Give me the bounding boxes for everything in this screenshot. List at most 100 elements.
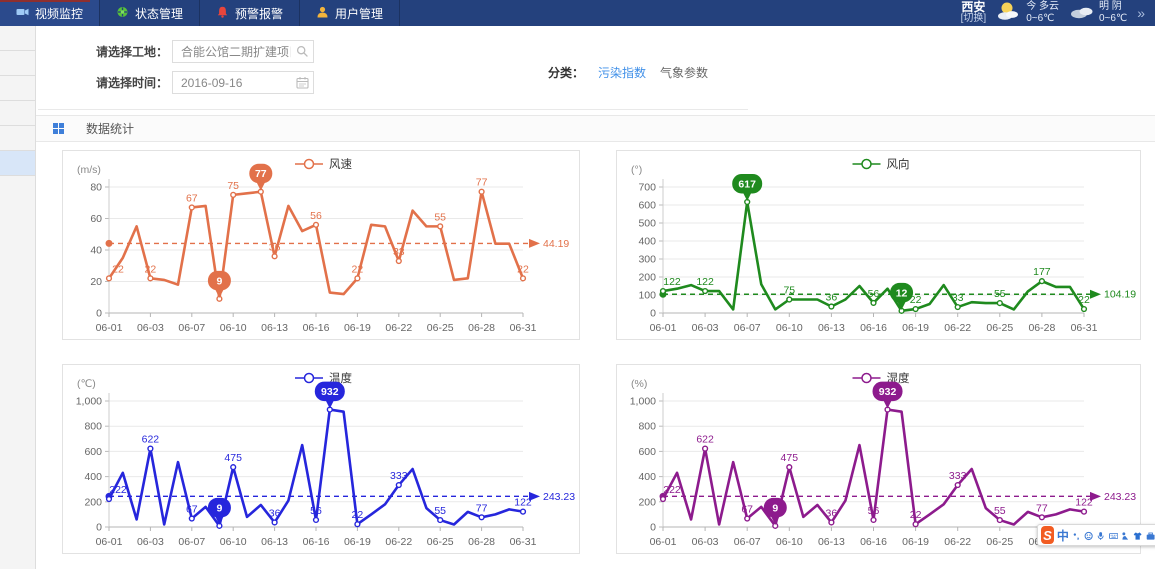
ime-toolbar: S 中 xyxy=(1037,524,1155,546)
main-content: 请选择工地： 请选择时间： 分类： 污染 xyxy=(36,26,1155,569)
svg-text:06-07: 06-07 xyxy=(178,536,205,548)
handwriting-icon[interactable] xyxy=(1121,528,1130,542)
chart-canvas-temperature[interactable]: 0 200 400 600 800 1,000 06-01 06-03 06-07 06-10 06… xyxy=(63,365,579,553)
svg-text:06-10: 06-10 xyxy=(220,322,247,334)
svg-text:56: 56 xyxy=(310,505,322,517)
category-label: 分类： xyxy=(548,66,585,80)
svg-text:06-19: 06-19 xyxy=(344,322,371,334)
svg-text:932: 932 xyxy=(321,386,339,398)
punctuation-icon[interactable] xyxy=(1072,528,1081,542)
sidebar-row-4[interactable] xyxy=(0,101,35,126)
weather-today-desc: 今 多云 xyxy=(1026,1,1059,12)
chart-panel-wind-direction[interactable]: 0 100 200 300 400 500 600 700 06-01 06-03 06-07 06-… xyxy=(616,150,1141,340)
sidebar-row-5[interactable] xyxy=(0,126,35,151)
svg-text:67: 67 xyxy=(741,504,753,516)
chinese-mode-icon[interactable]: 中 xyxy=(1056,528,1069,543)
search-icon[interactable] xyxy=(296,45,309,58)
svg-text:36: 36 xyxy=(269,241,281,253)
chart-panel-temperature[interactable]: 0 200 400 600 800 1,000 06-01 06-03 06-07 06-10 06… xyxy=(62,364,580,554)
city-switch-link[interactable]: [切换] xyxy=(960,13,987,24)
svg-text:44.19: 44.19 xyxy=(543,238,569,250)
svg-text:200: 200 xyxy=(84,496,102,508)
svg-text:06-28: 06-28 xyxy=(1028,322,1055,334)
svg-text:622: 622 xyxy=(696,434,714,446)
svg-text:36: 36 xyxy=(826,292,838,304)
sidebar-row-3[interactable] xyxy=(0,76,35,101)
chevron-right-icon[interactable]: » xyxy=(1137,5,1145,21)
svg-text:06-16: 06-16 xyxy=(303,322,330,334)
category-link-1[interactable]: 气象参数 xyxy=(660,66,709,80)
svg-text:06-22: 06-22 xyxy=(944,322,971,334)
charts-grid: 0 20 40 60 80 06-01 06-03 06-07 06-10 06-13 06-16 0… xyxy=(62,150,1141,554)
svg-text:06-07: 06-07 xyxy=(734,536,761,548)
city-block: 西安 [切换] xyxy=(961,1,987,25)
site-input[interactable] xyxy=(172,40,314,63)
svg-text:1,000: 1,000 xyxy=(76,396,102,408)
svg-text:1,000: 1,000 xyxy=(630,396,656,408)
svg-text:104.19: 104.19 xyxy=(1104,289,1136,301)
nav-item-0[interactable]: 视频监控 xyxy=(0,0,101,26)
svg-text:12: 12 xyxy=(896,287,908,299)
nav-items: 视频监控 状态管理 预警报警 用户管理 xyxy=(0,0,401,26)
svg-text:06-16: 06-16 xyxy=(303,536,330,548)
svg-text:06-07: 06-07 xyxy=(178,322,205,334)
svg-text:56: 56 xyxy=(868,288,880,300)
toolbox-icon[interactable] xyxy=(1146,528,1155,542)
sidebar-row-2[interactable] xyxy=(0,51,35,76)
svg-text:06-25: 06-25 xyxy=(986,536,1013,548)
chart-panel-humidity[interactable]: 0 200 400 600 800 1,000 06-01 06-03 06-07 06-10 06… xyxy=(616,364,1141,554)
svg-text:77: 77 xyxy=(476,177,488,189)
svg-text:9: 9 xyxy=(216,275,222,287)
emoji-icon[interactable] xyxy=(1084,528,1093,542)
svg-text:56: 56 xyxy=(868,505,880,517)
sidebar-row-1[interactable] xyxy=(0,26,35,51)
svg-text:06-13: 06-13 xyxy=(261,322,288,334)
svg-text:06-16: 06-16 xyxy=(860,322,887,334)
svg-text:475: 475 xyxy=(224,452,242,464)
calendar-icon[interactable] xyxy=(296,76,309,89)
category-link-0[interactable]: 污染指数 xyxy=(598,66,647,80)
svg-text:06-01: 06-01 xyxy=(650,536,677,548)
nav-item-3[interactable]: 用户管理 xyxy=(300,0,401,26)
svg-text:9: 9 xyxy=(772,502,778,514)
svg-text:06-22: 06-22 xyxy=(385,322,412,334)
nav-item-1[interactable]: 状态管理 xyxy=(100,0,201,26)
mic-icon[interactable] xyxy=(1096,528,1105,542)
chart-canvas-wind-speed[interactable]: 0 20 40 60 80 06-01 06-03 06-07 06-10 06-13 06-16 0… xyxy=(63,151,579,339)
svg-text:300: 300 xyxy=(638,254,656,266)
svg-text:06-31: 06-31 xyxy=(510,322,537,334)
svg-text:617: 617 xyxy=(738,178,756,190)
sun-cloud-icon xyxy=(996,1,1022,26)
sidebar-row-6[interactable] xyxy=(0,151,35,176)
sogou-logo-icon[interactable]: S xyxy=(1041,526,1054,544)
svg-text:06-01: 06-01 xyxy=(650,322,677,334)
svg-text:55: 55 xyxy=(434,505,446,517)
nav-item-2[interactable]: 预警报警 xyxy=(200,0,301,26)
chart-canvas-wind-direction[interactable]: 0 100 200 300 400 500 600 700 06-01 06-03 06-07 06-… xyxy=(617,151,1140,339)
chart-canvas-humidity[interactable]: 0 200 400 600 800 1,000 06-01 06-03 06-07 06-10 06… xyxy=(617,365,1140,553)
svg-text:06-13: 06-13 xyxy=(818,322,845,334)
svg-text:06-19: 06-19 xyxy=(902,536,929,548)
svg-text:0: 0 xyxy=(650,308,656,320)
svg-text:600: 600 xyxy=(638,446,656,458)
cloud-icon xyxy=(1069,1,1095,26)
svg-text:(℃): (℃) xyxy=(77,378,96,390)
svg-text:622: 622 xyxy=(142,434,160,446)
skin-icon[interactable] xyxy=(1133,528,1142,542)
svg-text:06-03: 06-03 xyxy=(137,536,164,548)
category-block: 分类： 污染指数 气象参数 xyxy=(548,64,722,81)
svg-text:40: 40 xyxy=(90,245,102,257)
svg-text:06-01: 06-01 xyxy=(96,536,123,548)
svg-text:122: 122 xyxy=(696,276,714,288)
svg-text:800: 800 xyxy=(638,421,656,433)
keyboard-icon[interactable] xyxy=(1108,528,1118,542)
time-input[interactable] xyxy=(172,71,314,94)
weather-today: 今 多云 0~6℃ xyxy=(996,1,1059,26)
svg-text:温度: 温度 xyxy=(329,371,352,385)
svg-text:22: 22 xyxy=(352,263,364,275)
status-icon xyxy=(116,6,129,21)
chart-panel-wind-speed[interactable]: 0 20 40 60 80 06-01 06-03 06-07 06-10 06-13 06-16 0… xyxy=(62,150,580,340)
nav-item-label: 预警报警 xyxy=(235,6,284,21)
svg-text:0: 0 xyxy=(96,308,102,320)
